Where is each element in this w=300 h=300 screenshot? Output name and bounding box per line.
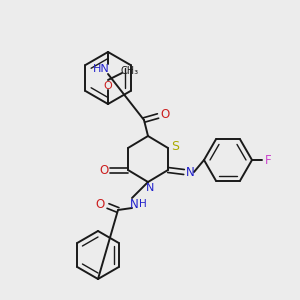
Text: H: H [139,199,147,209]
Text: F: F [265,154,271,166]
Text: HN: HN [93,64,110,74]
Text: O: O [160,107,169,121]
Text: N: N [186,166,194,178]
Text: O: O [103,81,112,91]
Text: S: S [171,140,179,152]
Text: O: O [99,164,109,176]
Text: N: N [130,197,138,211]
Text: N: N [146,183,154,193]
Text: O: O [95,197,105,211]
Text: CH₃: CH₃ [121,66,139,76]
